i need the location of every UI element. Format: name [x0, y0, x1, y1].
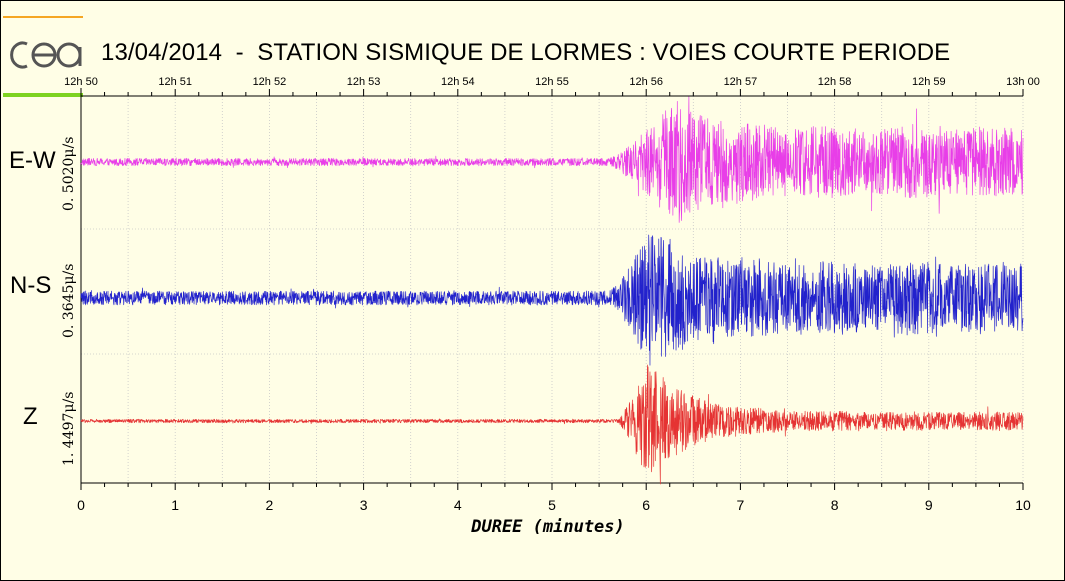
x-top-tick-label: 12h 59: [912, 76, 946, 88]
x-tick-label: 5: [548, 497, 556, 513]
x-top-tick-label: 12h 57: [724, 76, 758, 88]
x-tick-label: 0: [77, 497, 85, 513]
channel-label-ns: N-S: [10, 272, 52, 299]
x-top-tick-label: 12h 53: [347, 76, 381, 88]
x-top-tick-label: 12h 50: [64, 76, 98, 88]
x-top-tick-label: 12h 54: [441, 76, 475, 88]
x-top-tick-label: 13h 00: [1006, 76, 1040, 88]
channel-label-z: Z: [23, 403, 38, 430]
chart-title: 13/04/2014 - STATION SISMIQUE DE LORMES …: [101, 39, 951, 66]
x-tick-label: 4: [454, 497, 462, 513]
scale-label-ew: 0. 5020μ/s: [61, 136, 77, 211]
x-top-tick-label: 12h 56: [629, 76, 663, 88]
x-tick-label: 2: [266, 497, 274, 513]
logo-top-bar: [3, 16, 83, 18]
x-top-tick-label: 12h 55: [535, 76, 569, 88]
x-tick-label: 3: [360, 497, 368, 513]
x-tick-label: 6: [642, 497, 650, 513]
cea-logo: [3, 16, 83, 97]
trace-ns: [80, 234, 1024, 366]
x-top-tick-label: 12h 52: [253, 76, 287, 88]
channel-label-ew: E-W: [9, 147, 56, 174]
x-tick-label: 9: [925, 497, 933, 513]
x-tick-label: 8: [831, 497, 839, 513]
x-tick-label: 10: [1015, 497, 1031, 513]
logo-letters: [10, 41, 82, 69]
x-top-tick-label: 12h 58: [818, 76, 852, 88]
scale-label-ns: 0. 3645μ/s: [61, 263, 77, 338]
trace-ew: [80, 96, 1024, 223]
scale-label-z: 1. 4497μ/s: [61, 391, 77, 466]
x-tick-label: 7: [737, 497, 745, 513]
x-axis-label: DUREE (minutes): [470, 517, 625, 537]
logo-bottom-bar: [3, 93, 83, 97]
x-tick-label: 1: [171, 497, 179, 513]
trace-z: [80, 364, 1024, 485]
x-top-tick-label: 12h 51: [158, 76, 192, 88]
